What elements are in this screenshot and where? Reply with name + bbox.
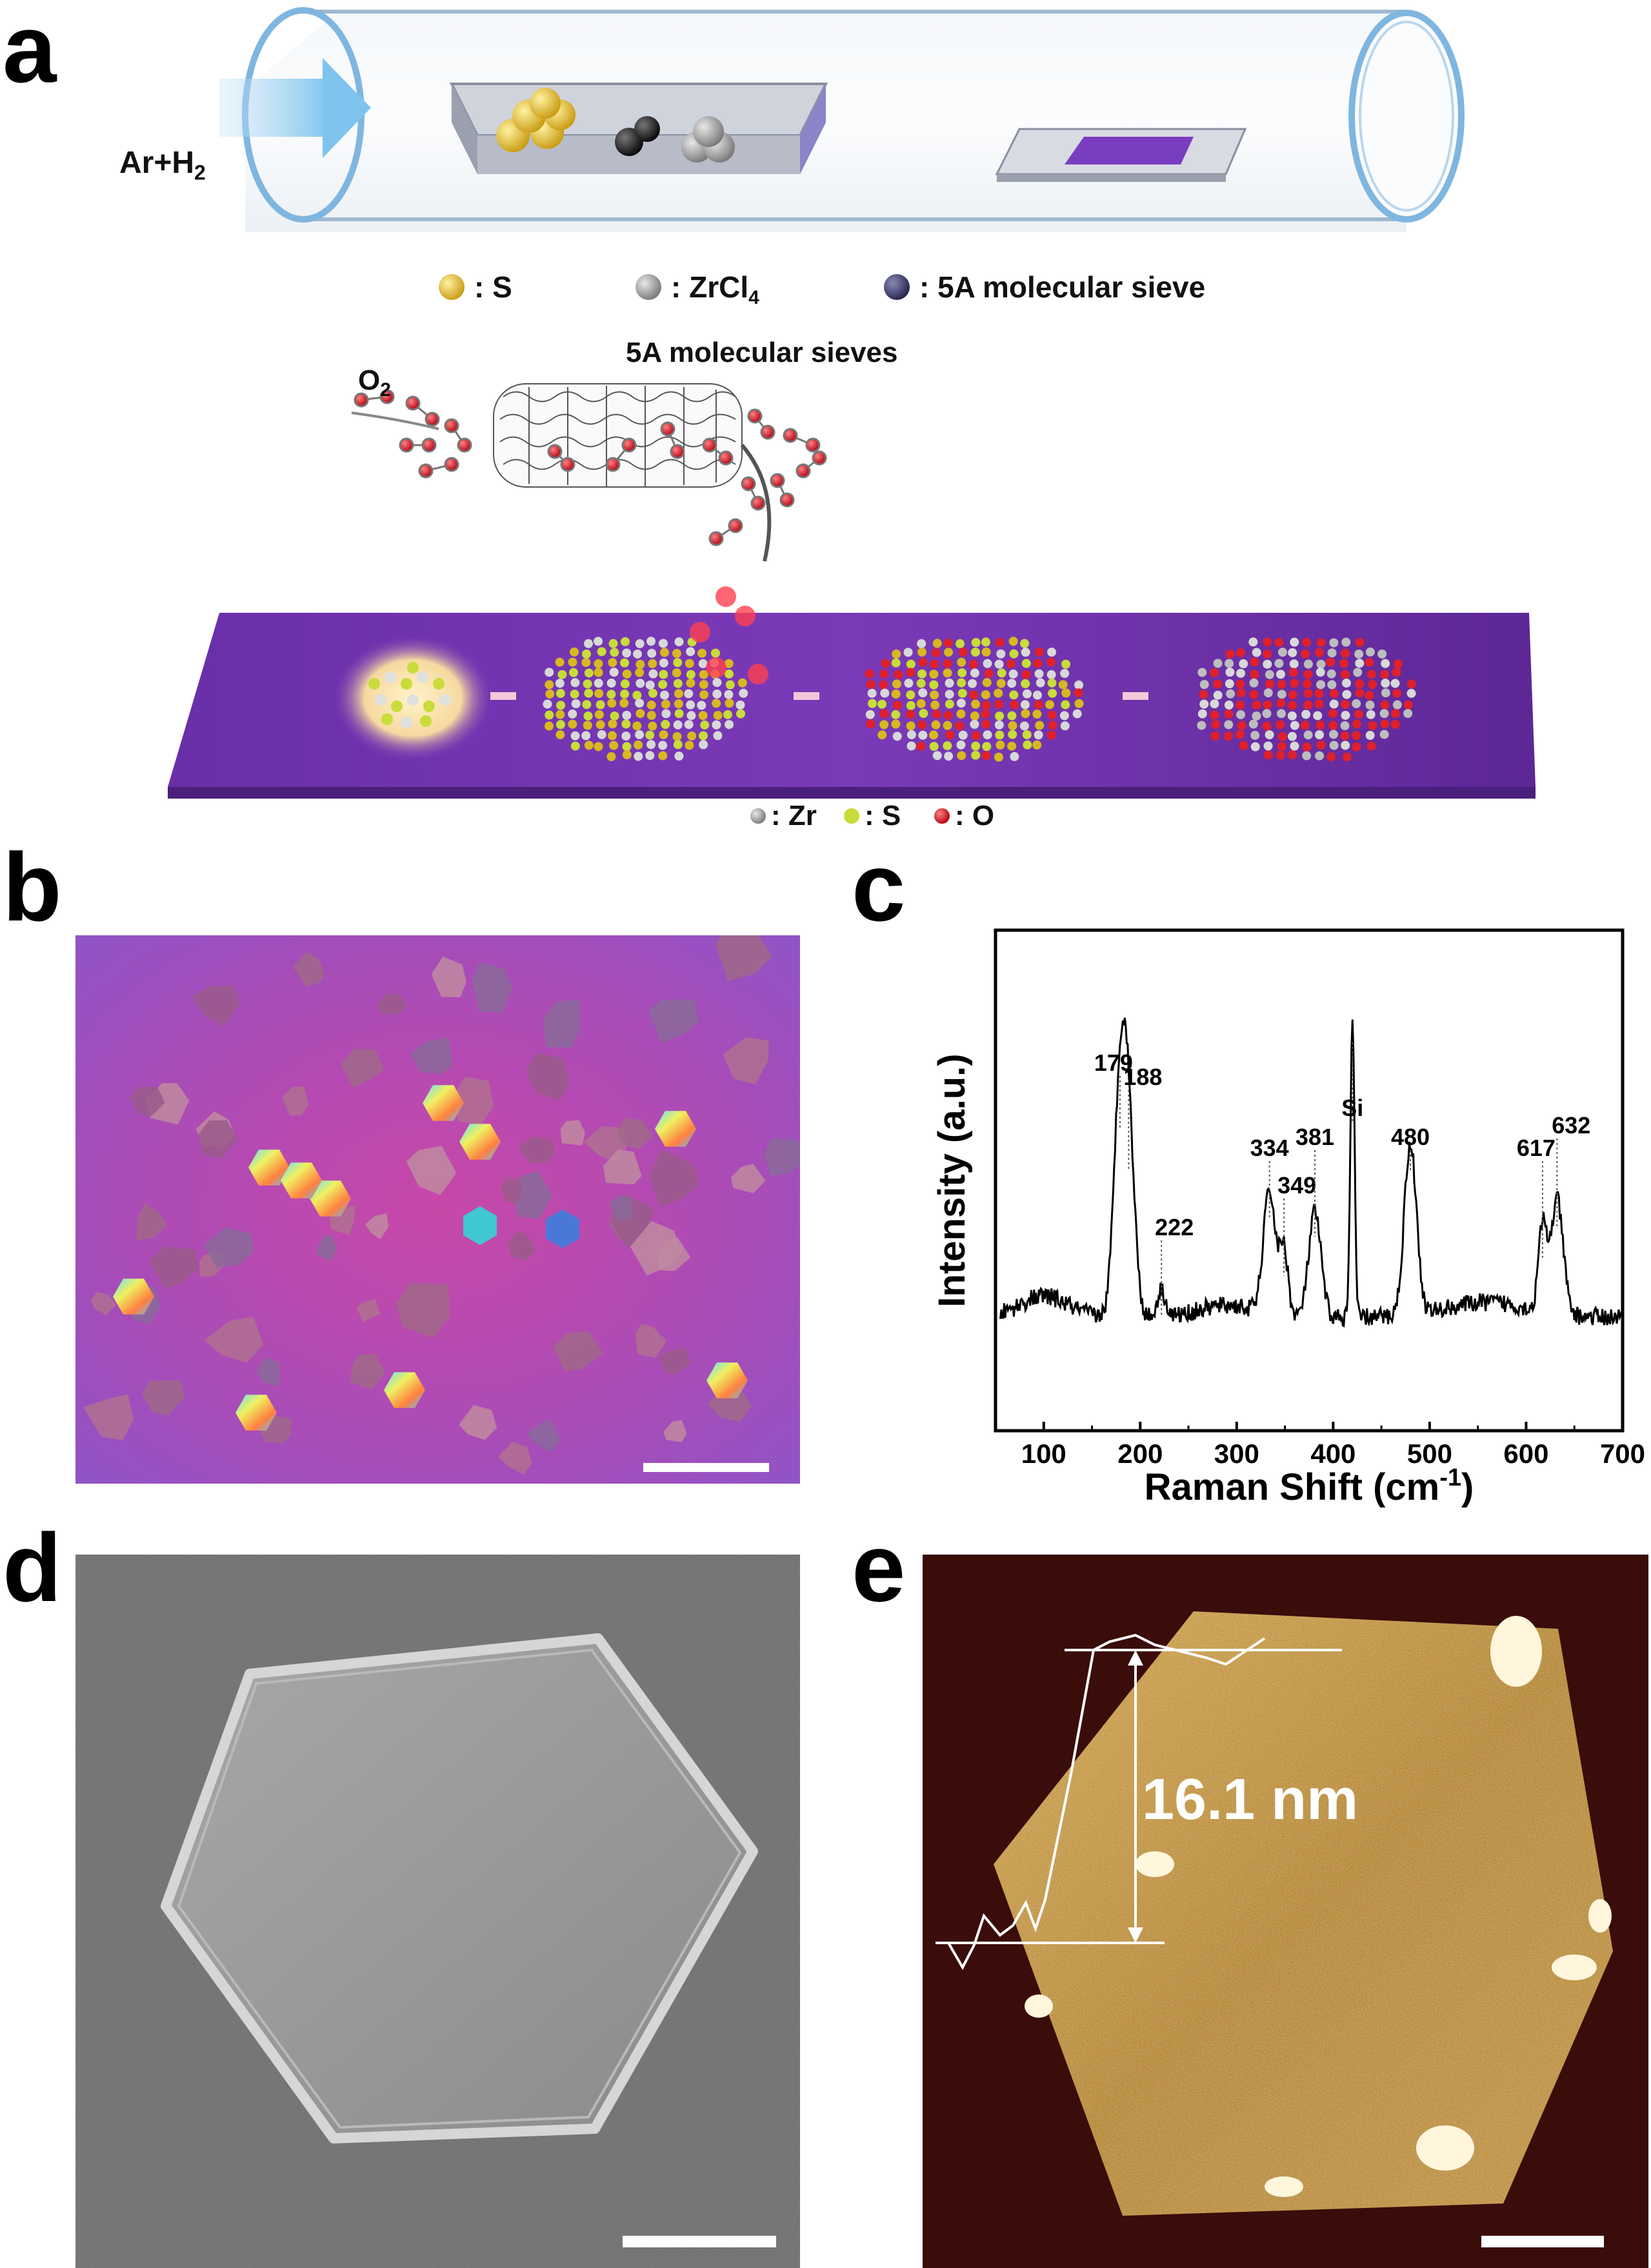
o2-text: O bbox=[358, 364, 381, 396]
afm-image: 16.1 nm bbox=[923, 1555, 1648, 2268]
legend-zrcl4-ball bbox=[635, 274, 661, 300]
x-tick-label: 200 bbox=[1117, 1438, 1163, 1469]
carrier-gas-text: Ar+H bbox=[119, 146, 195, 180]
raman-spectrum-line bbox=[999, 1017, 1623, 1328]
molecular-sieve-cage bbox=[493, 383, 743, 488]
x-tick-label: 500 bbox=[1407, 1438, 1452, 1469]
legend-s-atom-ball bbox=[844, 808, 859, 824]
scale-bar-d bbox=[623, 2236, 776, 2247]
stage-connector-1 bbox=[490, 692, 516, 700]
peak-label: 381 bbox=[1296, 1124, 1334, 1150]
legend-sieve-label: : 5A molecular sieve bbox=[919, 270, 1206, 304]
x-axis-label-close: ) bbox=[1461, 1466, 1474, 1508]
peak-label: 179 bbox=[1094, 1049, 1133, 1076]
legend-zrcl4-subscript: 4 bbox=[748, 287, 759, 309]
legend-o-ball bbox=[934, 808, 950, 824]
peak-label: 222 bbox=[1155, 1214, 1194, 1240]
scale-bar-b bbox=[643, 1463, 769, 1472]
afm-bright-spots bbox=[1025, 1616, 1612, 2197]
x-tick-label: 700 bbox=[1600, 1438, 1645, 1469]
stage-connector-2 bbox=[794, 692, 819, 700]
optical-micrograph bbox=[75, 935, 800, 1484]
x-tick-label: 600 bbox=[1503, 1438, 1548, 1469]
peak-label: 349 bbox=[1277, 1172, 1316, 1199]
panel-letter-e: e bbox=[852, 1513, 906, 1622]
growth-stage-1-cluster bbox=[368, 662, 451, 728]
peak-label: 188 bbox=[1123, 1064, 1162, 1090]
growth-stage-3-cluster bbox=[865, 637, 1084, 762]
legend-zr-label: : Zr bbox=[771, 800, 817, 831]
peak-label: 617 bbox=[1517, 1135, 1556, 1161]
x-axis-label: Raman Shift (cm-1) bbox=[1145, 1464, 1474, 1508]
panel-letter-d: d bbox=[3, 1513, 62, 1622]
scale-bar-e bbox=[1481, 2236, 1604, 2247]
quartz-tube bbox=[242, 7, 1465, 232]
hexagonal-flake bbox=[161, 1633, 758, 2144]
peak-label: 632 bbox=[1552, 1112, 1590, 1139]
peak-label: 334 bbox=[1250, 1135, 1289, 1161]
legend-zrcl4-label: : ZrCl4 bbox=[671, 270, 759, 309]
panel-letter-c: c bbox=[852, 833, 906, 941]
legend-s-ball bbox=[439, 274, 465, 300]
o2-label: O2 bbox=[358, 364, 391, 401]
x-tick-label: 100 bbox=[1021, 1438, 1066, 1469]
x-axis-label-sup: -1 bbox=[1439, 1464, 1461, 1491]
o2-subscript: 2 bbox=[380, 379, 391, 401]
stage-connector-3 bbox=[1123, 692, 1148, 700]
x-axis-label-text: Raman Shift (cm bbox=[1145, 1466, 1440, 1508]
legend-s-label: : S bbox=[474, 270, 512, 304]
afm-height-label: 16.1 nm bbox=[1142, 1767, 1358, 1832]
legend-s-atom-label: : S bbox=[865, 800, 901, 831]
peak-label: Si bbox=[1341, 1095, 1363, 1121]
peak-label: 480 bbox=[1391, 1124, 1430, 1150]
cvd-furnace-schematic bbox=[168, 7, 1536, 824]
oxygen-molecules bbox=[354, 389, 827, 546]
substrate-holder bbox=[995, 128, 1247, 182]
panel-letter-b: b bbox=[3, 833, 62, 941]
height-profile bbox=[936, 1633, 1342, 1971]
plot-frame bbox=[994, 928, 1625, 1433]
x-tick-label: 300 bbox=[1214, 1438, 1259, 1469]
source-boat bbox=[449, 83, 828, 174]
legend-zr-ball bbox=[750, 808, 766, 824]
oxygen-incorporation bbox=[690, 586, 768, 684]
carrier-gas-label: Ar+H2 bbox=[119, 145, 206, 185]
legend-zrcl4-text: : ZrCl bbox=[671, 270, 749, 304]
sem-image bbox=[75, 1555, 800, 2268]
y-axis-label: Intensity (a.u.) bbox=[931, 1053, 973, 1307]
growth-stage-4-cluster bbox=[1197, 637, 1416, 762]
gas-flow-arrow bbox=[219, 58, 371, 158]
sieve-title: 5A molecular sieves bbox=[626, 337, 898, 368]
legend-o-label: : O bbox=[955, 800, 995, 831]
legend-sieve-ball bbox=[884, 274, 910, 300]
x-tick-label: 400 bbox=[1310, 1438, 1356, 1469]
carrier-gas-subscript: 2 bbox=[194, 161, 206, 184]
panel-letter-a: a bbox=[3, 0, 57, 103]
